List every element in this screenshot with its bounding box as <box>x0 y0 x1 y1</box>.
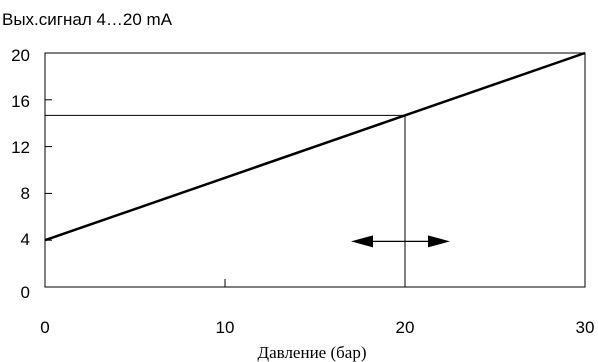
series-line-0 <box>44 51 586 242</box>
x-tick-label-30: 30 <box>576 318 595 337</box>
x-axis-label: Давление (бар) <box>258 343 367 362</box>
y-tick-label-12: 12 <box>11 138 30 157</box>
arrow-head-right <box>428 235 450 248</box>
double-arrow-annotation <box>351 235 450 248</box>
arrow-head-left <box>351 235 373 248</box>
series-group <box>44 51 586 242</box>
reference-lines <box>45 114 406 287</box>
y-tick-label-20: 20 <box>11 46 30 65</box>
y-tick-label-8: 8 <box>21 184 30 203</box>
plot-frame <box>44 52 586 288</box>
x-tick-label-20: 20 <box>396 318 415 337</box>
y-axis-label: Вых.сигнал 4…20 mA <box>2 10 173 29</box>
y-tick-label-4: 4 <box>21 230 30 249</box>
y-tick-label-16: 16 <box>11 92 30 111</box>
plot-frame-rect <box>44 52 586 288</box>
x-tick-label-10: 10 <box>216 318 235 337</box>
x-tick-label-0: 0 <box>40 318 49 337</box>
axis-ticks <box>45 99 406 287</box>
y-tick-label-0: 0 <box>21 283 30 302</box>
